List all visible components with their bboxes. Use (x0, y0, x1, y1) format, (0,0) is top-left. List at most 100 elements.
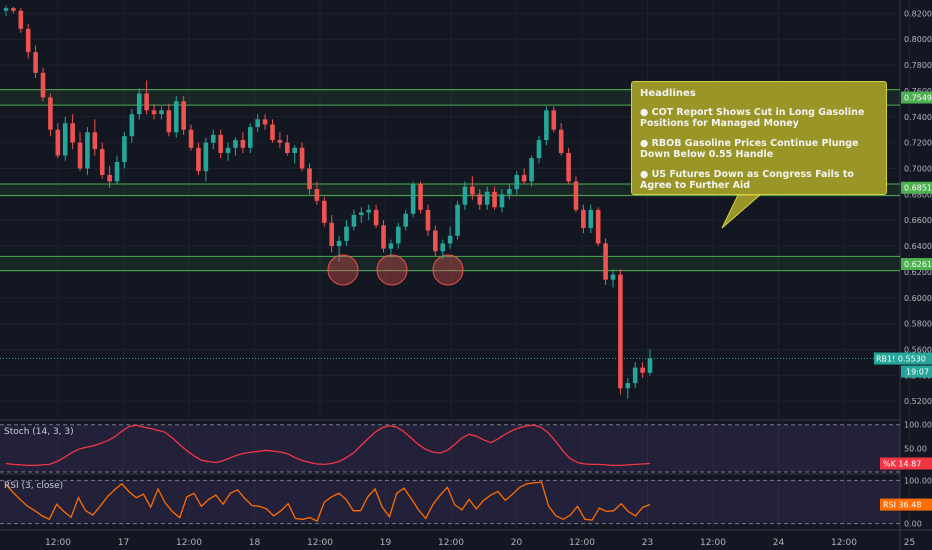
candle-body (159, 110, 164, 115)
candle-body (344, 226, 349, 241)
candle-body (270, 124, 275, 141)
time-tick-label: 12:00 (45, 538, 71, 548)
candle-body (70, 123, 75, 143)
candle-body (173, 101, 179, 133)
low-circle (432, 254, 464, 286)
candle-body (499, 194, 505, 208)
oscillator-value-label: %K 14.87 (883, 459, 921, 468)
price-tick-label: 0.6000 (904, 294, 932, 303)
rsi-title: RSI (3, close) (4, 481, 64, 491)
candle-body (544, 110, 549, 141)
time-tick-label: 18 (249, 538, 261, 548)
candle-body (292, 147, 297, 153)
level-price-tag (901, 181, 932, 194)
candle-body (262, 119, 268, 125)
candle-body (314, 189, 320, 201)
candle-body (3, 8, 9, 11)
time-tick-label: 25 (904, 538, 915, 548)
countdown-tag (901, 365, 932, 378)
candle-body (25, 28, 31, 53)
price-tick-label: 0.6800 (904, 190, 932, 199)
callout-tail (721, 194, 762, 229)
candle-body (462, 186, 468, 205)
candle-body (181, 101, 186, 130)
headline-item: ● COT Report Shows Cut in Long Gasoline … (640, 107, 865, 129)
low-circle (327, 254, 359, 286)
candle-body (536, 140, 542, 159)
candle-body (247, 127, 253, 148)
candle-body (92, 132, 98, 150)
candle-body (62, 123, 68, 156)
candle-body (284, 142, 290, 153)
candle-body (640, 367, 645, 373)
candle-body (122, 136, 127, 163)
price-tick-label: 0.7200 (904, 139, 932, 148)
candle-body (359, 212, 364, 216)
oscillator-value-label: RSI 36.48 (883, 501, 921, 510)
time-tick-label: 12:00 (700, 538, 726, 548)
candle-body (603, 243, 608, 280)
candle-body (114, 162, 120, 182)
headline-callout-tail (721, 194, 762, 229)
time-tick-label: 12:00 (176, 538, 202, 548)
oscillator-line (5, 481, 651, 522)
candle-body (18, 10, 24, 29)
candle-body (381, 225, 386, 249)
candle-body (277, 140, 283, 143)
candle-body (77, 142, 83, 169)
candle-body (129, 114, 135, 137)
candle-body (396, 226, 401, 244)
candle-body (418, 183, 423, 210)
candle-body (55, 129, 61, 156)
candle-body (329, 222, 334, 247)
countdown-label: 19:07 (906, 368, 929, 377)
stoch-pane: 100.00 50.00 %K 14.87 (0, 421, 932, 473)
time-tick-label: 20 (511, 538, 523, 548)
candle-body (610, 274, 616, 280)
price-tick-label: 0.5200 (904, 397, 932, 406)
candle-body (307, 168, 312, 190)
candle-body (144, 93, 149, 111)
candle-body (514, 174, 520, 190)
candle-body (188, 129, 194, 148)
candle-body (255, 119, 260, 128)
price-tick-label: 0.5600 (904, 345, 932, 354)
candle-body (166, 110, 172, 133)
candle-body (136, 93, 142, 115)
time-tick-label: 19 (380, 538, 392, 548)
price-tick-label: 0.7600 (904, 87, 932, 96)
headlines-note[interactable]: Headlines ● COT Report Shows Cut in Long… (631, 81, 887, 195)
candle-body (632, 367, 638, 384)
stoch-title: Stoch (14, 3, 3) (4, 427, 74, 437)
last-price-label: RB1! 0.5530 (876, 355, 926, 364)
candle-body (233, 140, 238, 148)
level-price-tag (901, 258, 932, 271)
candle-body (566, 152, 571, 182)
candle-body (477, 194, 483, 205)
time-tick-label: 23 (642, 538, 653, 548)
candle-body (529, 158, 534, 182)
headline-item: ● US Futures Down as Congress Fails to A… (640, 169, 854, 191)
time-tick-label: 12:00 (438, 538, 464, 548)
oscillator-line (5, 424, 651, 467)
candle-body (336, 240, 342, 247)
candle-body (218, 134, 223, 153)
headline-item: ● RBOB Gasoline Prices Continue Plunge D… (640, 138, 859, 160)
candle-body (470, 186, 475, 195)
candle-body (85, 132, 90, 169)
candle-body (433, 230, 438, 252)
candle-body (618, 274, 623, 389)
candle-body (492, 191, 497, 208)
candle-body (595, 209, 601, 244)
candle-body (581, 209, 586, 228)
candle-body (558, 129, 564, 153)
headlines-title: Headlines (640, 88, 696, 99)
candle-body (455, 204, 460, 236)
price-tick-label: 0.7000 (904, 164, 932, 173)
candle-body (507, 189, 512, 195)
last-price-tag (874, 352, 932, 365)
time-tick-label: 17 (118, 538, 129, 548)
price-tick-label: 0.8200 (904, 9, 932, 18)
candle-body (425, 209, 431, 231)
time-tick-label: 12:00 (307, 538, 333, 548)
